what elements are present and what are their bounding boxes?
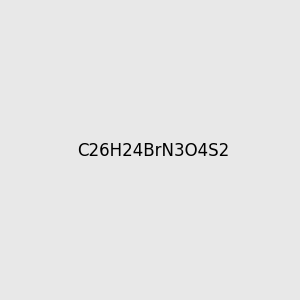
Text: C26H24BrN3O4S2: C26H24BrN3O4S2 (78, 142, 230, 160)
